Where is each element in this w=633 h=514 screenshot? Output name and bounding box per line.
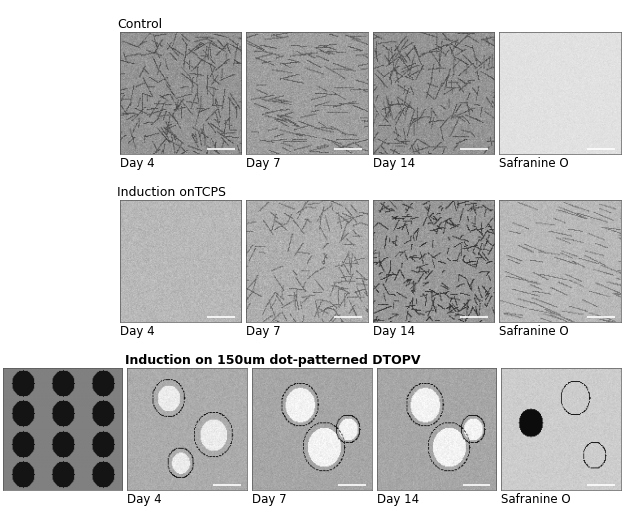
Text: Day 7: Day 7 [252,493,287,506]
Text: Safranine O: Safranine O [499,157,569,170]
Text: Safranine O: Safranine O [501,493,571,506]
Text: Day 14: Day 14 [377,493,419,506]
Text: Induction onTCPS: Induction onTCPS [117,186,226,199]
Text: Day 14: Day 14 [373,325,415,338]
Text: Safranine O: Safranine O [499,325,569,338]
Text: Day 4: Day 4 [120,157,154,170]
Text: Day 7: Day 7 [246,157,281,170]
Text: Day 7: Day 7 [246,325,281,338]
Text: Induction on 150um dot-patterned DTOPV: Induction on 150um dot-patterned DTOPV [125,354,420,367]
Text: Day 14: Day 14 [373,157,415,170]
Text: Control: Control [117,18,162,31]
Text: Day 4: Day 4 [120,325,154,338]
Text: Day 4: Day 4 [127,493,162,506]
